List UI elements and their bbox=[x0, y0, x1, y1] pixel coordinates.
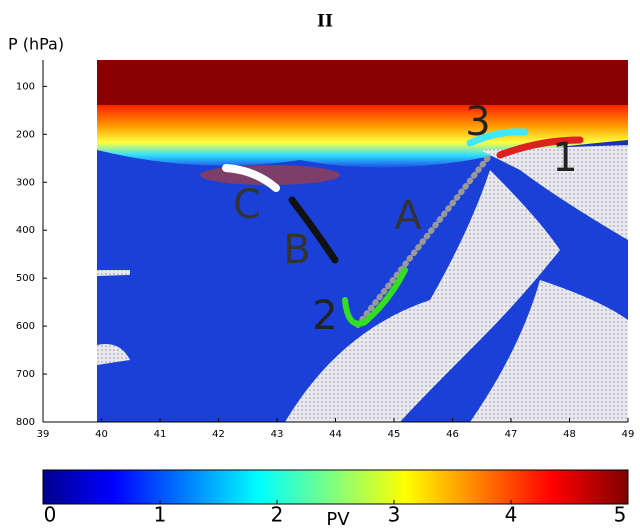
colorbar bbox=[42, 469, 629, 505]
y-tick-label: 500 bbox=[16, 273, 35, 284]
chart-title: II bbox=[317, 12, 333, 32]
y-tick-label: 800 bbox=[16, 417, 35, 428]
colorbar-tick-label: 3 bbox=[388, 503, 401, 527]
x-tick-label: 49 bbox=[622, 429, 635, 440]
colorbar-tick-label: 5 bbox=[614, 503, 627, 527]
colorbar-tick-label: 2 bbox=[271, 503, 284, 527]
trajectory-label: 1 bbox=[552, 135, 577, 181]
colorbar-label: PV bbox=[326, 509, 350, 529]
trajectory-label: B bbox=[283, 227, 310, 273]
trajectory-label: 3 bbox=[465, 99, 490, 145]
y-tick-label: 200 bbox=[16, 129, 35, 140]
y-tick-label: 600 bbox=[16, 321, 35, 332]
x-tick-label: 43 bbox=[271, 429, 284, 440]
y-axis-label: P (hPa) bbox=[8, 35, 64, 54]
colorbar-tick-label: 1 bbox=[154, 503, 167, 527]
colorbar-tick-label: 0 bbox=[44, 503, 57, 527]
trajectory-label: A bbox=[394, 193, 422, 239]
x-tick-label: 47 bbox=[505, 429, 518, 440]
y-tick-label: 400 bbox=[16, 225, 35, 236]
x-tick-label: 44 bbox=[329, 429, 342, 440]
y-tick-label: 100 bbox=[16, 81, 35, 92]
colorbar-tick-label: 4 bbox=[505, 503, 518, 527]
x-tick-label: 45 bbox=[388, 429, 401, 440]
trajectory-label: 2 bbox=[312, 293, 337, 339]
y-tick-label: 300 bbox=[16, 177, 35, 188]
y-tick-label: 700 bbox=[16, 369, 35, 380]
x-tick-label: 40 bbox=[95, 429, 108, 440]
x-tick-label: 41 bbox=[154, 429, 167, 440]
x-tick-label: 42 bbox=[212, 429, 225, 440]
trajectories bbox=[222, 128, 584, 328]
pv-field bbox=[97, 60, 628, 422]
x-tick-label: 39 bbox=[37, 429, 50, 440]
x-tick-label: 46 bbox=[446, 429, 459, 440]
x-tick-label: 48 bbox=[563, 429, 576, 440]
trajectory-label: C bbox=[233, 182, 261, 228]
